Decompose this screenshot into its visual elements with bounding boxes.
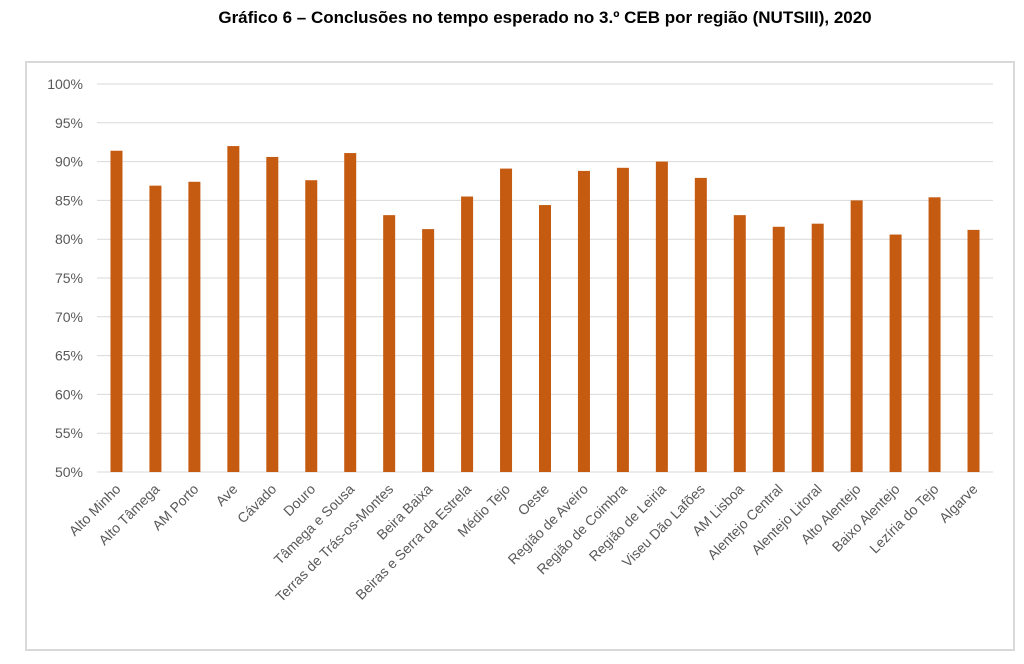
y-tick-label: 60% — [55, 386, 83, 402]
y-tick-label: 65% — [55, 348, 83, 364]
bar — [967, 229, 980, 472]
bar — [188, 181, 201, 472]
bar — [305, 180, 318, 472]
y-tick-label: 85% — [55, 192, 83, 208]
bar — [344, 153, 357, 472]
bar — [928, 197, 941, 472]
y-tick-label: 55% — [55, 425, 83, 441]
bar — [733, 215, 746, 473]
bar — [422, 229, 435, 472]
y-tick-label: 80% — [55, 231, 83, 247]
bar — [383, 215, 396, 473]
y-tick-label: 95% — [55, 115, 83, 131]
bars — [110, 146, 980, 473]
y-tick-label: 50% — [55, 464, 83, 480]
y-tick-label: 70% — [55, 309, 83, 325]
bar — [266, 156, 279, 472]
bar — [850, 200, 863, 472]
bar — [616, 167, 629, 473]
x-tick-label: Ave — [212, 481, 240, 509]
bar — [577, 170, 590, 473]
bar — [694, 177, 707, 472]
y-axis-ticks: 50% 55% 60% 65% 70% 75% 80% 85% 90% 95% 100% — [47, 76, 83, 480]
bar — [110, 150, 123, 472]
x-tick-label: Lezíria do Tejo — [866, 481, 942, 557]
chart-title: Gráfico 6 – Conclusões no tempo esperado… — [218, 8, 872, 27]
bar — [655, 161, 668, 472]
bar — [539, 205, 551, 472]
x-tick-label: Cávado — [234, 481, 280, 527]
y-tick-label: 100% — [47, 76, 83, 92]
bar — [811, 223, 824, 472]
bar — [461, 196, 474, 472]
bar — [149, 185, 162, 472]
bar — [772, 226, 785, 472]
bar — [889, 234, 902, 472]
x-tick-label: Algarve — [936, 481, 981, 526]
y-tick-label: 90% — [55, 154, 83, 170]
bar — [227, 146, 240, 472]
bar — [500, 168, 513, 473]
x-tick-label: Baixo Alentejo — [829, 481, 903, 555]
y-tick-label: 75% — [55, 270, 83, 286]
